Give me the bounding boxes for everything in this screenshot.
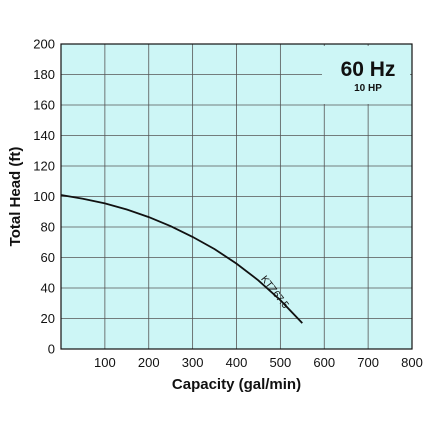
x-tick-label: 400 (226, 355, 248, 370)
frequency-label: 60 Hz (341, 58, 396, 81)
x-tick-label: 300 (182, 355, 204, 370)
x-axis-title: Capacity (gal/min) (172, 376, 301, 393)
y-tick-label: 200 (33, 37, 55, 52)
x-tick-label: 800 (401, 355, 423, 370)
y-axis-title: Total Head (ft) (7, 147, 24, 247)
x-tick-label: 200 (138, 355, 160, 370)
y-tick-label: 160 (33, 98, 55, 113)
power-label: 10 HP (354, 83, 382, 94)
x-tick-label: 500 (270, 355, 292, 370)
x-tick-label: 600 (313, 355, 335, 370)
y-tick-label: 20 (41, 311, 55, 326)
series-line-ktz67-5 (60, 194, 303, 324)
y-tick-label: 120 (33, 159, 55, 174)
y-tick-label: 180 (33, 67, 55, 82)
y-tick-label: 100 (33, 189, 55, 204)
annotation-backdrop (322, 46, 410, 104)
plot-border (60, 43, 413, 350)
y-tick-label: 0 (48, 342, 55, 357)
y-tick-label: 80 (41, 220, 55, 235)
y-tick-label: 140 (33, 128, 55, 143)
x-tick-label: 700 (357, 355, 379, 370)
y-tick-label: 60 (41, 250, 55, 265)
x-tick-label: 100 (94, 355, 116, 370)
x-axis-ticks: 100 200 300 400 500 600 700 800 (94, 355, 423, 370)
y-tick-label: 40 (41, 281, 55, 296)
y-axis-ticks: 0 20 40 60 80 100 120 140 160 180 200 (33, 37, 55, 357)
